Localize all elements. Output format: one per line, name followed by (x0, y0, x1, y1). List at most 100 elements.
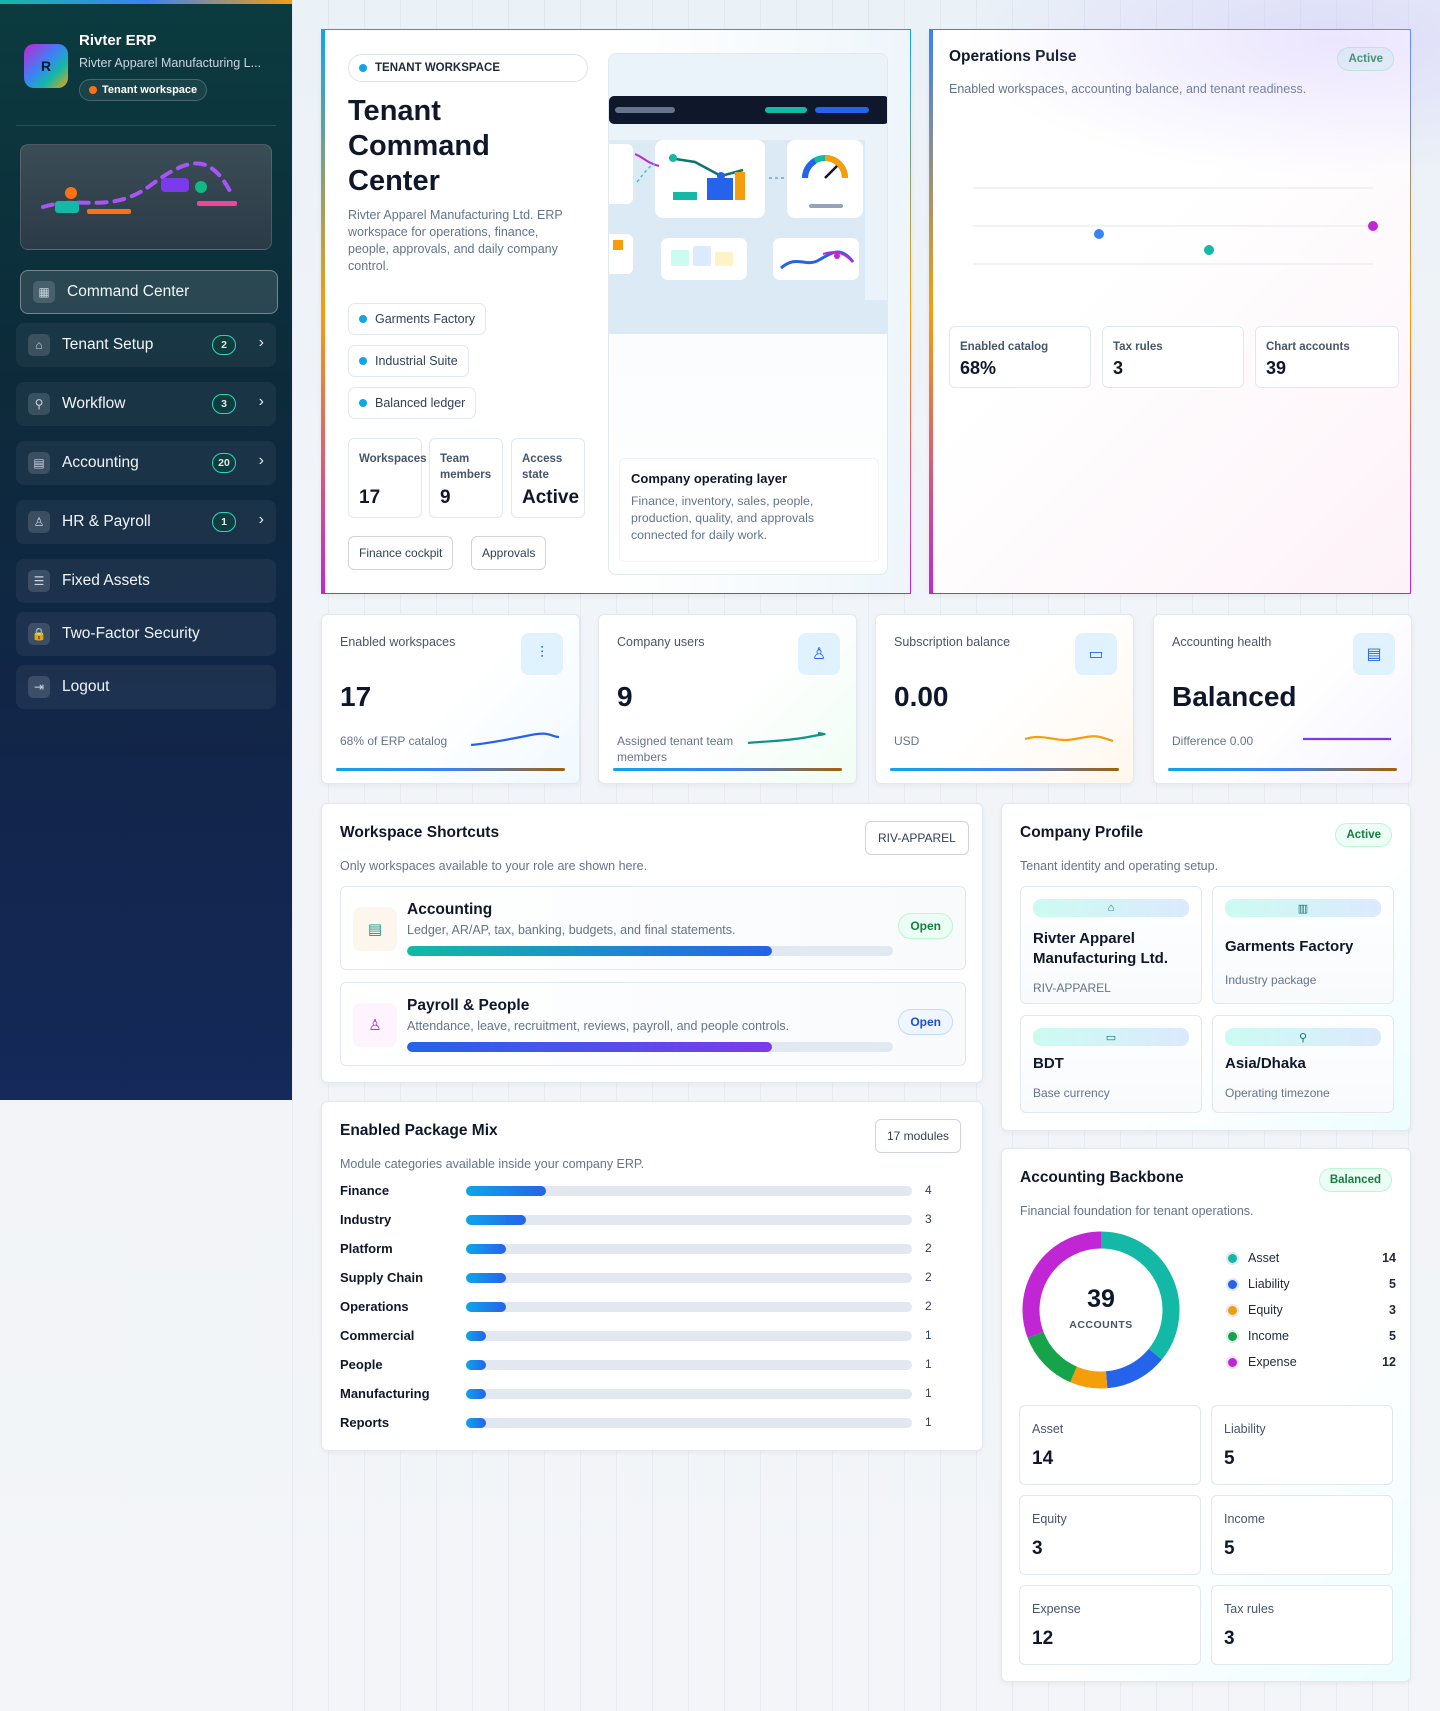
chevron-right-icon[interactable]: › (258, 393, 264, 410)
tile-label: Asset (1032, 1422, 1064, 1436)
account-tile-asset: Asset 14 (1019, 1405, 1201, 1485)
account-tile-tax-rules: Tax rules 3 (1211, 1585, 1393, 1665)
legend-item-asset: Asset 14 (1226, 1249, 1396, 1269)
kpi-footnote: Difference 0.00 (1172, 734, 1254, 748)
stat-value: 17 (359, 487, 381, 508)
grid-icon: ▦ (33, 281, 55, 303)
sidebar-item-fixed-assets[interactable]: ☰ Fixed Assets (16, 559, 276, 603)
pulse-stat-chart-accounts: Chart accounts 39 (1255, 326, 1399, 388)
donut-slice-asset (1100, 1231, 1180, 1360)
workflow-illustration-icon (41, 161, 237, 214)
legend-label: Income (1248, 1329, 1289, 1343)
package-name: Supply Chain (340, 1270, 424, 1285)
chevron-right-icon[interactable]: › (258, 334, 264, 351)
sidebar-item-workflow[interactable]: ⚲ Workflow 3 › (16, 382, 276, 426)
layer-text: Finance, inventory, sales, people, produ… (631, 494, 814, 542)
brand[interactable]: R Rivter ERP Rivter Apparel Manufacturin… (24, 32, 284, 104)
profile-status-badge: Active (1335, 823, 1392, 847)
stat-workspaces: Workspaces 17 (348, 438, 427, 518)
package-bar-track (466, 1273, 912, 1283)
kpi-label: Enabled workspaces (340, 635, 456, 649)
chip-industrial-suite[interactable]: Industrial Suite (348, 345, 469, 377)
package-bar-track (466, 1418, 912, 1428)
kpi-value: 0.00 (894, 681, 949, 712)
sidebar-item-logout[interactable]: ⇥ Logout (16, 665, 276, 709)
approvals-button[interactable]: Approvals (471, 536, 547, 570)
open-payroll-button[interactable]: Open (898, 1009, 953, 1035)
sidebar-item-accounting[interactable]: ▤ Accounting 20 › (16, 441, 276, 485)
package-bar (466, 1360, 487, 1370)
package-row-reports: Reports 1 (340, 1413, 932, 1433)
legend-count: 12 (1382, 1355, 1396, 1369)
package-name: Operations (340, 1299, 409, 1314)
package-bar (466, 1244, 507, 1254)
workspace-shortcuts-card: Workspace Shortcuts RIV-APPAREL Only wor… (321, 803, 983, 1083)
sidebar-item-two-factor-security[interactable]: 🔒 Two-Factor Security (16, 612, 276, 656)
kpi-footnote: 68% of ERP catalog (340, 734, 448, 748)
kpi-sparkline (1025, 735, 1114, 743)
package-name: Finance (340, 1183, 390, 1198)
pulse-stat-tax-rules: Tax rules 3 (1102, 326, 1244, 388)
donut-slice-equity (1070, 1366, 1108, 1389)
shortcuts-subtitle: Only workspaces available to your role a… (340, 859, 648, 873)
shortcut-accounting[interactable]: ▤ Accounting Ledger, AR/AP, tax, banking… (340, 886, 966, 970)
package-name: Platform (340, 1241, 393, 1256)
package-name: Commercial (340, 1328, 415, 1343)
finance-cockpit-button[interactable]: Finance cockpit (348, 536, 454, 570)
sidebar-item-count-badge: 3 (212, 394, 236, 414)
tile-value: 3 (1224, 1628, 1235, 1649)
tile-title: BDT (1033, 1055, 1064, 1072)
open-accounting-button[interactable]: Open (898, 913, 953, 939)
sidebar-item-hr-payroll[interactable]: ♙ HR & Payroll 1 › (16, 500, 276, 544)
dashboard-mockup-icon (609, 54, 887, 334)
kpi-sparkline (748, 731, 826, 745)
account-tile-expense: Expense 12 (1019, 1585, 1201, 1665)
sidebar-item-label: Tenant Setup (62, 336, 154, 353)
package-name: People (340, 1357, 383, 1372)
sidebar-item-tenant-setup[interactable]: ⌂ Tenant Setup 2 › (16, 323, 276, 367)
workflow-icon: ⚲ (28, 393, 50, 415)
account-tile-equity: Equity 3 (1019, 1495, 1201, 1575)
eyebrow-text: TENANT WORKSPACE (375, 62, 501, 74)
stat-label: Enabled catalog (960, 341, 1049, 353)
package-name: Reports (340, 1415, 390, 1430)
sidebar-item-command-center[interactable]: ▦ Command Center (20, 270, 278, 314)
stat-label: Team members (440, 453, 492, 481)
pulse-point (1368, 221, 1378, 231)
shortcut-title: Payroll & People (407, 997, 530, 1014)
kpi-card-subscription-balance: Subscription balance ▭ 0.00 USD (875, 614, 1134, 784)
package-bar (466, 1331, 487, 1341)
chevron-right-icon[interactable]: › (258, 452, 264, 469)
stat-label: Tax rules (1113, 341, 1163, 353)
package-row-manufacturing: Manufacturing 1 (340, 1384, 932, 1404)
shortcut-payroll-people[interactable]: ♙ Payroll & People Attendance, leave, re… (340, 982, 966, 1066)
legend-label: Expense (1248, 1355, 1297, 1369)
package-name: Manufacturing (340, 1386, 430, 1401)
operations-pulse-card: Operations Pulse Active Enabled workspac… (929, 29, 1411, 594)
progress-fill (407, 1042, 772, 1052)
backbone-subtitle: Financial foundation for tenant operatio… (1020, 1204, 1254, 1218)
tile-title: Asia/Dhaka (1225, 1055, 1306, 1072)
sidebar-illustration (20, 144, 272, 250)
logout-icon: ⇥ (28, 676, 50, 698)
tile-sub: RIV-APPAREL (1033, 981, 1111, 995)
chip-balanced-ledger[interactable]: Balanced ledger (348, 387, 477, 419)
package-count: 2 (925, 1299, 932, 1313)
chevron-right-icon[interactable]: › (258, 511, 264, 528)
sidebar-item-label: Command Center (67, 283, 190, 300)
building-icon: ⌂ (28, 334, 50, 356)
package-bar-track (466, 1186, 912, 1196)
stat-value: 9 (440, 487, 451, 508)
pulse-point (1204, 245, 1214, 255)
legend-count: 5 (1389, 1329, 1396, 1343)
package-count: 3 (925, 1212, 932, 1226)
tile-value: 5 (1224, 1538, 1235, 1559)
tile-title: Garments Factory (1225, 938, 1354, 955)
profile-subtitle: Tenant identity and operating setup. (1020, 859, 1219, 873)
chip-garments-factory[interactable]: Garments Factory (348, 303, 487, 335)
legend-label: Asset (1248, 1251, 1280, 1265)
company-profile-card: Company Profile Active Tenant identity a… (1001, 803, 1411, 1131)
hero-title: Tenant Command Center (348, 95, 490, 197)
legend-dot (1226, 1330, 1239, 1343)
asset-icon: ☰ (28, 570, 50, 592)
